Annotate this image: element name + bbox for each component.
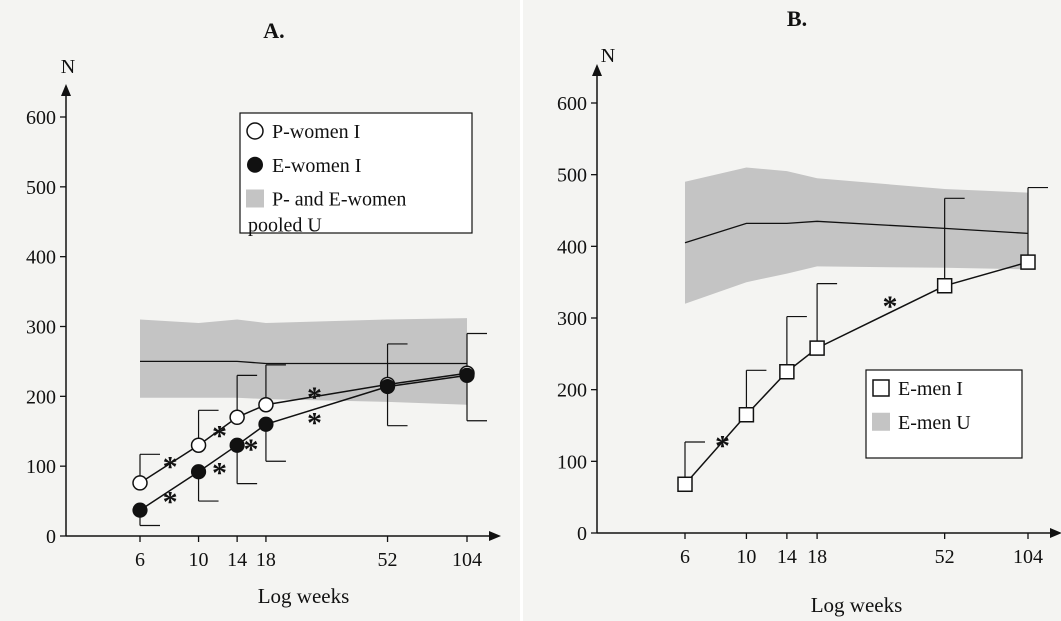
- significance-asterisk: *: [212, 456, 227, 489]
- x-tick-label: 10: [736, 546, 756, 568]
- x-axis-arrow: [1050, 528, 1061, 538]
- x-tick-label: 52: [378, 549, 398, 571]
- legend-label: E-men I: [898, 378, 963, 400]
- y-tick-label: 600: [26, 107, 56, 129]
- significance-asterisk: *: [243, 433, 258, 466]
- series-band-mean-line: [684, 220, 1029, 244]
- data-point-square: [738, 407, 755, 423]
- y-tick-label: 300: [557, 308, 587, 330]
- significance-asterisk: *: [163, 451, 178, 484]
- data-point-open-circle: [132, 475, 148, 491]
- chart-title: A.: [263, 18, 284, 43]
- data-point-square: [1020, 254, 1036, 270]
- legend-box: [239, 112, 473, 234]
- data-point-open-circle: [258, 396, 274, 413]
- legend-swatch-square: [872, 379, 890, 397]
- series-line: [684, 261, 1029, 485]
- x-tick-label: 104: [452, 549, 482, 571]
- data-point-square: [809, 340, 825, 356]
- y-tick-label: 0: [46, 526, 56, 548]
- x-tick-label: 52: [935, 546, 955, 568]
- x-axis-arrow: [489, 531, 501, 541]
- x-tick-label: 6: [135, 549, 145, 571]
- x-tick-label: 18: [256, 549, 276, 571]
- panel-b: B. N Log weeks 0 100 200 300 400 500 600 6 10 14 18 52…: [557, 6, 1061, 617]
- y-tick-label: 200: [26, 386, 56, 408]
- series-line: [139, 372, 468, 484]
- y-axis-label: N: [601, 45, 615, 67]
- significance-asterisk: *: [307, 381, 322, 414]
- data-point-square: [779, 364, 795, 380]
- panel-divider: [520, 0, 523, 621]
- y-tick-label: 200: [557, 380, 587, 402]
- y-tick-label: 0: [577, 523, 587, 545]
- legend-swatch-band: [872, 412, 890, 431]
- significance-asterisk: *: [307, 407, 322, 440]
- y-tick-label: 100: [26, 456, 56, 478]
- significance-asterisk: *: [163, 486, 178, 519]
- data-point-open-circle: [229, 409, 245, 426]
- legend-label: E-women I: [272, 155, 361, 177]
- legend-box: [865, 369, 1023, 459]
- data-point-filled-circle: [229, 437, 245, 453]
- x-axis-label: Log weeks: [811, 593, 903, 617]
- data-point-filled-circle: [132, 502, 148, 518]
- y-tick-label: 400: [26, 247, 56, 269]
- chart-title: B.: [787, 6, 807, 31]
- data-point-filled-circle: [258, 416, 274, 432]
- data-point-filled-circle: [190, 464, 207, 480]
- y-tick-label: 400: [557, 236, 587, 258]
- legend-label: E-men U: [898, 412, 971, 434]
- x-tick-label: 10: [189, 549, 209, 571]
- y-tick-label: 500: [557, 165, 587, 187]
- data-point-filled-circle: [459, 367, 475, 383]
- data-point-square: [936, 278, 953, 294]
- significance-asterisk: *: [882, 290, 897, 323]
- legend-label: P-women I: [272, 121, 360, 143]
- y-tick-label: 600: [557, 93, 587, 115]
- series-line: [139, 374, 468, 511]
- data-point-filled-circle: [379, 378, 396, 395]
- panel-a: A. N Log weeks 0 100 200 300 400 500 600 6 10 14 18 52…: [26, 18, 501, 608]
- data-point-open-circle: [190, 437, 207, 453]
- significance-asterisk: *: [212, 419, 227, 452]
- x-axis-label: Log weeks: [258, 584, 350, 608]
- x-tick-label: 14: [227, 549, 247, 571]
- series-band-area: [685, 167, 1028, 304]
- significance-asterisk: *: [715, 429, 730, 462]
- data-point-square: [677, 476, 693, 493]
- y-tick-label: 300: [26, 317, 56, 339]
- x-tick-label: 104: [1013, 546, 1043, 568]
- legend-swatch-filled-circle: [247, 156, 263, 173]
- legend-label: P- and E-women pooled U: [248, 189, 406, 237]
- x-tick-label: 18: [807, 546, 827, 568]
- series-band-mean-line: [140, 360, 467, 365]
- x-tick-label: 6: [680, 546, 690, 568]
- x-tick-label: 14: [777, 546, 797, 568]
- y-axis-label: N: [61, 56, 75, 78]
- y-tick-label: 500: [26, 177, 56, 199]
- legend-swatch-band: [246, 189, 264, 208]
- legend-swatch-open-circle: [246, 122, 264, 140]
- y-axis-arrow: [61, 84, 71, 96]
- y-tick-label: 100: [557, 451, 587, 473]
- y-axis-arrow: [592, 64, 602, 76]
